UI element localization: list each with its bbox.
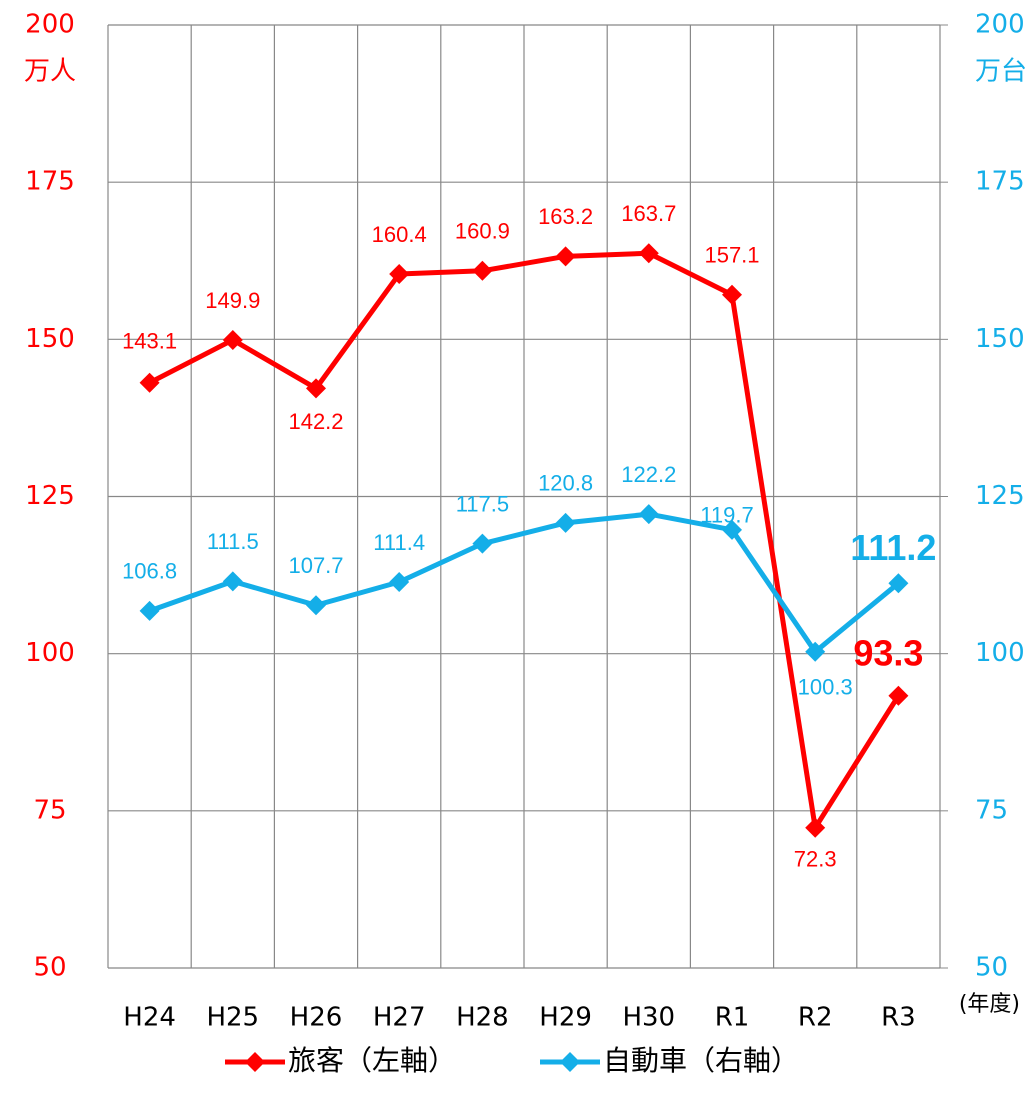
x-tick-label: R2 <box>798 1003 833 1033</box>
data-label: 117.5 <box>456 491 509 516</box>
marker <box>389 571 410 592</box>
marker <box>139 600 160 621</box>
data-label: 160.9 <box>455 219 510 244</box>
data-label: 111.4 <box>373 530 425 555</box>
x-tick-label: H28 <box>456 1003 509 1033</box>
line <box>148 250 901 831</box>
y-tick-label: 50 <box>33 953 66 983</box>
marker <box>888 685 909 706</box>
marker <box>638 504 659 525</box>
line <box>148 511 900 655</box>
y-tick-label: 200 <box>25 10 75 40</box>
marker <box>472 533 493 554</box>
data-label: 72.3 <box>794 847 837 872</box>
x-tick-label: H24 <box>123 1003 176 1033</box>
data-label: 149.9 <box>205 288 260 313</box>
data-label: 100.3 <box>798 675 853 700</box>
y2-tick-label: 175 <box>975 167 1025 197</box>
marker <box>222 571 243 592</box>
marker <box>306 595 326 616</box>
marker <box>805 817 826 838</box>
y2-tick-label: 100 <box>975 638 1025 668</box>
data-label: 142.2 <box>288 409 343 434</box>
data-label: 106.8 <box>122 559 177 584</box>
y-axis-label: 万人 <box>24 57 76 87</box>
data-label: 93.3 <box>853 632 923 673</box>
x-axis-label: (年度) <box>959 992 1020 1017</box>
data-label: 107.7 <box>288 553 343 578</box>
data-label: 143.1 <box>122 329 177 354</box>
marker <box>805 641 826 662</box>
y2-tick-label: 200 <box>975 10 1025 40</box>
x-tick-label: H25 <box>206 1003 259 1033</box>
y2-tick-label: 125 <box>975 481 1025 511</box>
legend-label: 旅客（左軸） <box>288 1044 456 1077</box>
y-tick-label: 125 <box>25 481 75 511</box>
marker <box>555 246 576 267</box>
marker <box>222 329 243 350</box>
y2-tick-label: 150 <box>975 324 1025 354</box>
data-label: 122.2 <box>621 462 676 487</box>
x-tick-label: H26 <box>290 1003 343 1033</box>
marker <box>139 372 160 393</box>
data-label: 157.1 <box>704 243 759 268</box>
data-label: 111.2 <box>850 527 936 568</box>
x-tick-label: R1 <box>715 1003 750 1033</box>
marker <box>722 284 742 305</box>
legend-marker <box>245 1052 265 1072</box>
marker <box>888 573 909 594</box>
y-tick-label: 75 <box>33 795 66 825</box>
x-tick-label: R3 <box>881 1003 916 1033</box>
marker <box>389 263 410 284</box>
x-tick-label: H27 <box>373 1003 426 1033</box>
y2-tick-label: 75 <box>975 795 1008 825</box>
y2-axis-label: 万台 <box>975 57 1027 87</box>
y-tick-label: 150 <box>25 324 75 354</box>
marker <box>472 260 493 281</box>
data-label: 160.4 <box>372 222 427 247</box>
y2-tick-label: 50 <box>975 953 1008 983</box>
x-tick-label: H29 <box>539 1003 592 1033</box>
data-label: 163.7 <box>621 201 676 226</box>
marker <box>555 512 576 533</box>
legend-label: 自動車（右軸） <box>603 1044 799 1077</box>
data-label: 120.8 <box>538 471 593 496</box>
data-label: 119.7 <box>700 503 753 528</box>
y-tick-label: 175 <box>25 167 75 197</box>
y-tick-label: 100 <box>25 638 75 668</box>
data-label: 111.5 <box>207 529 259 554</box>
legend-marker <box>560 1052 580 1072</box>
marker <box>306 378 326 399</box>
x-tick-label: H30 <box>622 1003 675 1033</box>
data-label: 163.2 <box>538 204 593 229</box>
marker <box>722 519 742 540</box>
marker <box>638 243 659 264</box>
